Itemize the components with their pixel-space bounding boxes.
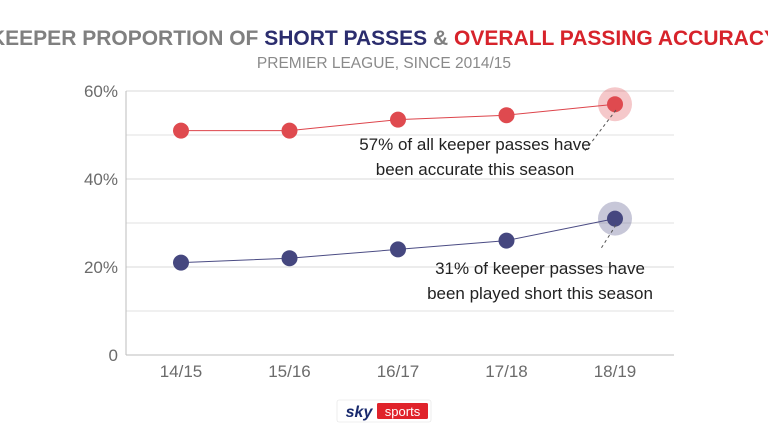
series-lines bbox=[173, 87, 632, 271]
y-tick-label: 20% bbox=[84, 258, 118, 277]
annotation-text-short: 31% of keeper passes have bbox=[435, 259, 645, 278]
chart-title: KEEPER PROPORTION OF SHORT PASSES & OVER… bbox=[0, 27, 768, 50]
data-point-short bbox=[281, 250, 298, 267]
y-tick-label: 60% bbox=[84, 82, 118, 101]
data-point-short bbox=[390, 241, 406, 258]
x-tick-label: 14/15 bbox=[160, 362, 203, 381]
title-part: KEEPER PROPORTION OF bbox=[0, 27, 264, 50]
logo-sports-text: sports bbox=[385, 404, 421, 419]
x-tick-label: 17/18 bbox=[485, 362, 528, 381]
x-axis-ticks: 14/15 15/16 16/17 17/18 18/19 bbox=[160, 362, 637, 381]
x-tick-label: 16/17 bbox=[377, 362, 420, 381]
x-tick-label: 15/16 bbox=[268, 362, 311, 381]
grid-lines bbox=[125, 90, 674, 356]
title-part: & bbox=[427, 27, 454, 50]
logo-sky-text: sky bbox=[346, 404, 374, 421]
annotation-text-short: been played short this season bbox=[427, 284, 653, 303]
annotations: 57% of all keeper passes have been accura… bbox=[359, 109, 653, 303]
annotation-text-accuracy: 57% of all keeper passes have bbox=[359, 135, 591, 154]
y-axis-ticks: 0 20% 40% 60% bbox=[84, 82, 118, 365]
annotation-leader-short bbox=[599, 224, 617, 251]
sky-sports-logo: sky sports bbox=[336, 399, 432, 423]
x-tick-label: 18/19 bbox=[594, 362, 637, 381]
data-point-accuracy bbox=[607, 96, 623, 113]
data-point-accuracy bbox=[281, 122, 298, 139]
annotation-leader-accuracy bbox=[583, 109, 617, 153]
y-tick-label: 40% bbox=[84, 170, 118, 189]
data-point-short bbox=[607, 210, 623, 227]
data-point-accuracy bbox=[390, 111, 406, 128]
title-part: SHORT PASSES bbox=[264, 27, 427, 50]
data-point-short bbox=[498, 232, 515, 249]
data-point-short bbox=[173, 254, 189, 271]
y-tick-label: 0 bbox=[109, 346, 118, 365]
title-part: OVERALL PASSING ACCURACY bbox=[454, 27, 768, 50]
annotation-text-accuracy: been accurate this season bbox=[376, 160, 574, 179]
data-point-accuracy bbox=[173, 122, 189, 139]
data-point-accuracy bbox=[498, 107, 515, 124]
chart-subtitle: PREMIER LEAGUE, SINCE 2014/15 bbox=[257, 55, 511, 72]
